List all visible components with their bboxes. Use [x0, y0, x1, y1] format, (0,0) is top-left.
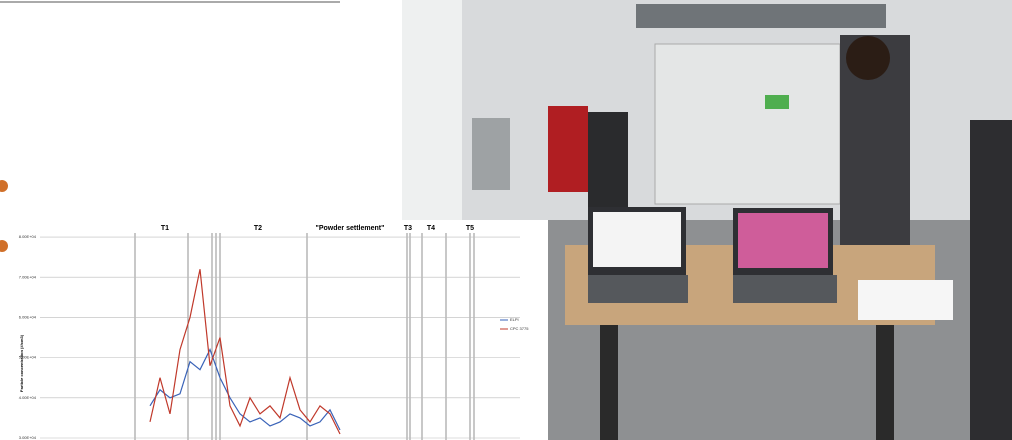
instrument-rack — [655, 44, 840, 204]
vent — [472, 118, 510, 190]
black-box — [588, 112, 628, 212]
annotation: "Powder settlement" — [316, 225, 385, 232]
keyboard — [733, 275, 837, 303]
display — [765, 95, 789, 109]
annotation: T3 — [404, 225, 412, 232]
keyboard — [588, 275, 688, 303]
annotation: T2 — [254, 225, 262, 232]
table-leg — [600, 325, 618, 440]
y-tick-label: 8.00E+04 — [19, 234, 37, 239]
blob — [0, 240, 8, 252]
y-tick-label: 6.00E+04 — [19, 314, 37, 319]
legend-label: ELPI — [510, 317, 519, 322]
y-tick-label: 7.00E+04 — [19, 274, 37, 279]
y-tick-label: 3.00E+04 — [19, 435, 37, 440]
y-tick-label: 4.00E+04 — [19, 395, 37, 400]
red-box — [548, 106, 588, 192]
annotation: T5 — [466, 225, 474, 232]
table-leg — [876, 325, 894, 440]
legend-label: CPC 3775 — [510, 326, 529, 331]
window — [402, 0, 462, 220]
laptop-screen — [593, 212, 681, 267]
papers — [858, 280, 953, 320]
head — [846, 36, 890, 80]
y-axis-label: Particle concentration (#/cm3) — [19, 334, 24, 392]
laptop-screen — [738, 213, 828, 268]
annotation: T4 — [427, 225, 435, 232]
composite-image: 8.00E+047.00E+046.00E+045.00E+044.00E+04… — [0, 0, 1012, 440]
person-right — [970, 120, 1012, 440]
blank-area — [0, 0, 402, 220]
tube — [636, 4, 886, 28]
annotation: T1 — [161, 225, 169, 232]
